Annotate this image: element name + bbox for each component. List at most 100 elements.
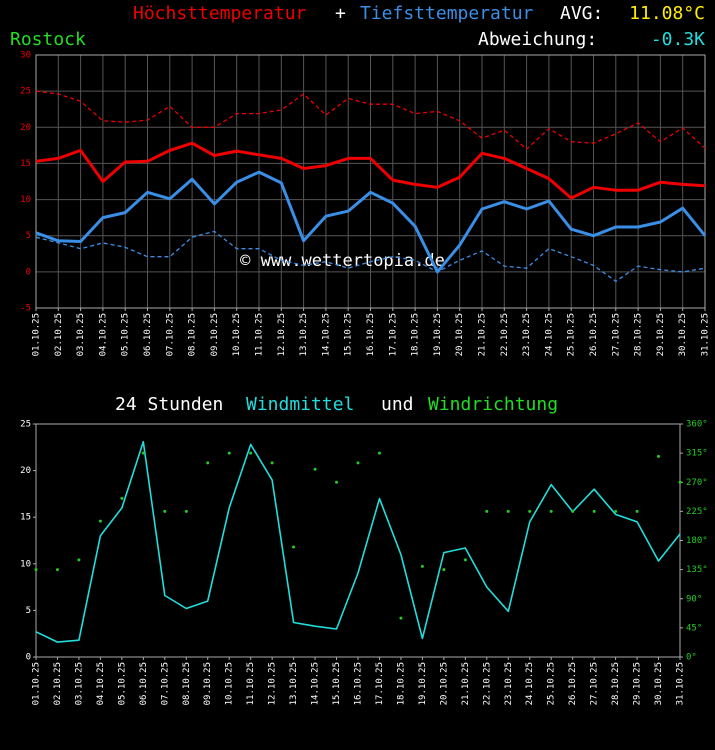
x-tick-label: 25.10.25	[547, 662, 557, 705]
location: Rostock	[10, 29, 86, 50]
x-tick-label: 30.10.25	[678, 313, 688, 356]
y-tick-label: 15	[20, 513, 31, 523]
direction-dot	[571, 509, 575, 513]
direction-dot	[313, 467, 317, 471]
y-tick-label: 30	[20, 51, 31, 61]
x-tick-label: 10.10.25	[232, 313, 242, 356]
direction-dot	[141, 451, 145, 455]
y-tick-label: -5	[20, 304, 31, 314]
direction-dot	[442, 568, 446, 572]
x-tick-label: 19.10.25	[418, 662, 428, 705]
direction-dot	[635, 509, 639, 513]
direction-dot	[55, 568, 59, 572]
x-tick-label: 28.10.25	[611, 662, 621, 705]
direction-dot	[34, 568, 38, 572]
direction-dot	[335, 480, 339, 484]
direction-dot	[485, 509, 489, 513]
y2-tick-label: 360°	[686, 420, 708, 430]
deviation-value: -0.3K	[651, 29, 705, 50]
x-tick-label: 13.10.25	[289, 662, 299, 705]
wind-direction-title: Windrichtung	[428, 394, 558, 415]
x-tick-label: 31.10.25	[701, 313, 711, 356]
x-tick-label: 22.10.25	[500, 313, 510, 356]
y2-tick-label: 45°	[686, 623, 702, 633]
x-tick-label: 04.10.25	[96, 662, 106, 705]
direction-dot	[98, 519, 102, 523]
x-tick-label: 17.10.25	[375, 662, 385, 705]
direction-dot	[549, 509, 553, 513]
data-line	[35, 141, 706, 200]
x-tick-label: 20.10.25	[455, 313, 465, 356]
x-tick-label: 15.10.25	[344, 313, 354, 356]
x-tick-label: 30.10.25	[654, 662, 664, 705]
plus: +	[335, 3, 346, 24]
x-tick-label: 23.10.25	[522, 313, 532, 356]
x-tick-label: 01.10.25	[32, 313, 42, 356]
direction-dot	[377, 451, 381, 455]
x-tick-label: 16.10.25	[366, 313, 376, 356]
x-tick-label: 27.10.25	[611, 313, 621, 356]
y2-tick-label: 0°	[686, 653, 697, 663]
y2-tick-label: 270°	[686, 478, 708, 488]
x-tick-label: 05.10.25	[117, 662, 127, 705]
avg-label: AVG:	[560, 3, 603, 24]
wind-speed-title: Windmittel	[246, 394, 354, 415]
x-tick-label: 05.10.25	[121, 313, 131, 356]
wind-title-prefix: 24 Stunden	[115, 394, 223, 415]
x-tick-label: 09.10.25	[210, 313, 220, 356]
min-temp-title: Tiefsttemperatur	[360, 3, 534, 24]
x-tick-label: 14.10.25	[311, 662, 321, 705]
x-tick-label: 01.10.25	[32, 662, 42, 705]
y2-tick-label: 180°	[686, 536, 708, 546]
direction-dot	[184, 509, 188, 513]
x-tick-label: 22.10.25	[482, 662, 492, 705]
x-tick-label: 27.10.25	[590, 662, 600, 705]
x-tick-label: 02.10.25	[54, 313, 64, 356]
y-tick-label: 0	[26, 267, 31, 277]
wind-title-joiner: und	[381, 394, 414, 415]
y-tick-label: 25	[20, 420, 31, 430]
direction-dot	[227, 451, 231, 455]
x-tick-label: 13.10.25	[299, 313, 309, 356]
x-tick-label: 07.10.25	[165, 313, 175, 356]
watermark: © www.wettertopia.de	[240, 251, 445, 271]
y2-tick-label: 315°	[686, 449, 708, 459]
plot-frame	[35, 54, 706, 309]
x-tick-label: 24.10.25	[544, 313, 554, 356]
y-tick-label: 20	[20, 123, 31, 133]
x-tick-label: 11.10.25	[255, 313, 265, 356]
y2-tick-label: 225°	[686, 507, 708, 517]
deviation-label: Abweichung:	[478, 29, 597, 50]
x-tick-label: 10.10.25	[225, 662, 235, 705]
y2-tick-label: 90°	[686, 594, 702, 604]
avg-value: 11.08°C	[629, 3, 705, 24]
x-tick-label: 14.10.25	[321, 313, 331, 356]
x-tick-label: 24.10.25	[525, 662, 535, 705]
x-tick-label: 06.10.25	[139, 662, 149, 705]
direction-dot	[270, 461, 274, 465]
direction-dot	[77, 558, 81, 562]
direction-dot	[249, 451, 253, 455]
x-tick-label: 08.10.25	[182, 662, 192, 705]
direction-dot	[206, 461, 210, 465]
direction-dot	[463, 558, 467, 562]
direction-dot	[399, 616, 403, 620]
y-tick-label: 5	[26, 231, 31, 241]
x-tick-label: 12.10.25	[277, 313, 287, 356]
x-tick-label: 17.10.25	[388, 313, 398, 356]
direction-dot	[420, 564, 424, 568]
normal-line	[35, 230, 706, 282]
direction-dot	[356, 461, 360, 465]
direction-dot	[678, 480, 682, 484]
direction-dot	[614, 509, 618, 513]
direction-dot	[163, 509, 167, 513]
x-tick-label: 21.10.25	[461, 662, 471, 705]
x-tick-label: 18.10.25	[396, 662, 406, 705]
x-tick-label: 29.10.25	[633, 662, 643, 705]
y-tick-label: 0	[26, 653, 31, 663]
x-tick-label: 09.10.25	[203, 662, 213, 705]
direction-dot	[528, 509, 532, 513]
x-tick-label: 26.10.25	[589, 313, 599, 356]
x-tick-label: 15.10.25	[332, 662, 342, 705]
x-tick-label: 20.10.25	[439, 662, 449, 705]
